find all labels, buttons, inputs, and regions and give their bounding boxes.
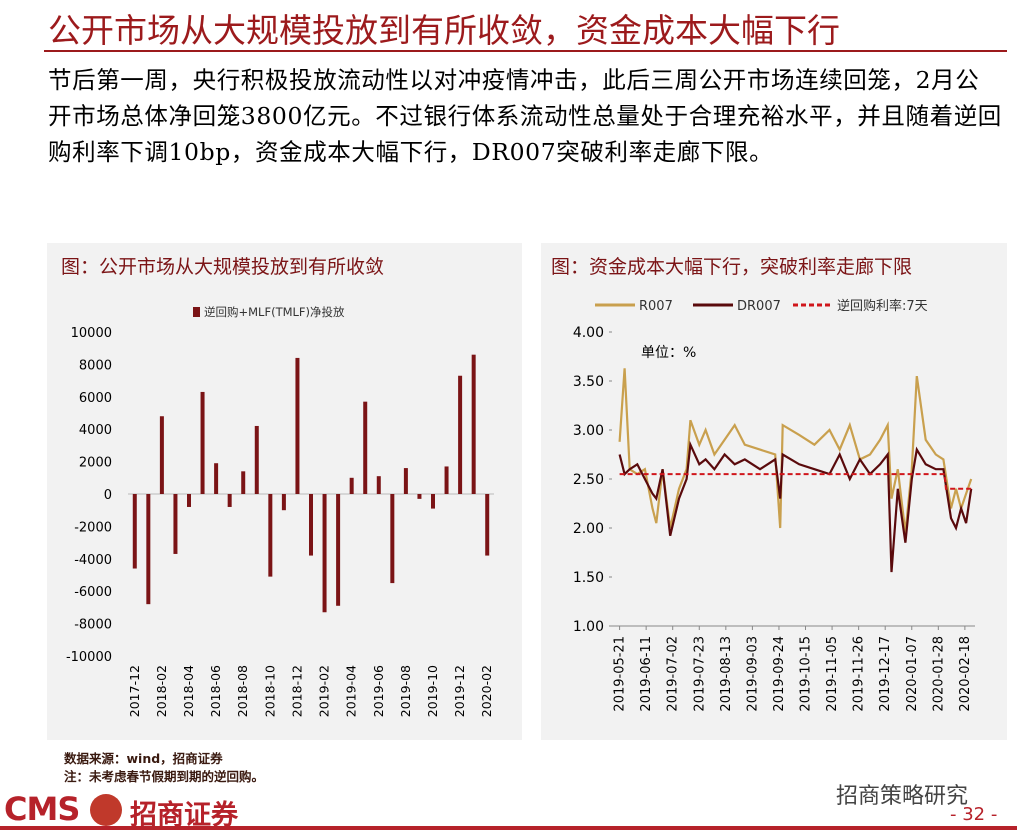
chart-title: 图：资金成本大幅下行，突破利率走廊下限 [551,256,912,278]
x-tick-label: 2019-12 [452,665,467,717]
bar [159,416,164,494]
x-tick-label: 2019-11-05 [825,636,840,712]
x-tick-label: 2017-12 [127,665,142,717]
y-tick-label: 4.00 [573,325,604,341]
bar [241,471,246,494]
bar [322,494,327,613]
x-tick-label: 2019-10-15 [799,636,814,712]
y-tick-label: 4000 [79,423,112,438]
chart-title: 图：公开市场从大规模投放到有所收敛 [61,256,384,278]
bar [227,494,232,507]
bar [349,477,354,494]
legend-label: R007 [639,299,673,314]
legend-label: DR007 [737,299,781,314]
bar [403,468,408,494]
x-tick-label: 2019-05-21 [613,636,628,712]
bar [295,357,300,494]
y-tick-label: 2000 [79,456,112,471]
wechat: 招商策略研究 [836,784,969,809]
page-number: - 32 - [950,804,998,825]
x-tick-label: 2020-02 [479,665,494,717]
y-tick-label: 8000 [79,358,112,373]
x-tick-label: 2019-02 [317,665,332,717]
y-tick-label: 10000 [71,326,112,341]
x-tick-label: 2018-08 [235,665,250,717]
bar [200,391,205,494]
y-tick-label: 1.50 [573,570,604,586]
bar [390,494,395,584]
series-line [618,440,973,573]
title-rule [44,50,1007,52]
bar [363,401,368,494]
x-tick-label: 2019-07-02 [666,636,681,712]
bar [485,494,490,556]
source: 数据来源：wind，招商证券 [64,751,223,766]
legend-swatch [193,307,200,317]
legend-label: 逆回购利率:7天 [837,298,928,314]
x-tick-label: 2018-04 [181,665,196,717]
note: 注：未考虑春节假期到期的逆回购。 [64,769,265,784]
x-tick-label: 2019-06 [371,665,386,717]
x-tick-label: 2019-08 [398,665,413,717]
x-tick-label: 2019-07-23 [692,636,707,712]
bar [254,425,259,494]
x-tick-label: 2018-02 [154,665,169,717]
bar [471,354,476,494]
x-tick-label: 2019-10 [425,665,440,717]
x-tick-label: 2019-06-11 [639,636,654,712]
y-tick-label: -10000 [66,650,112,665]
bar [146,494,151,605]
x-tick-label: 2020-02-18 [958,636,973,712]
bar [281,494,286,511]
company: 招商证券 [130,800,238,831]
bar [444,466,449,494]
y-tick-label: 2.00 [573,521,604,537]
y-tick-label: 1.00 [573,619,604,635]
y-tick-label: -2000 [74,520,112,535]
chart: 图：公开市场从大规模投放到有所收敛 -10000 -8000 -6000 -4000 -2… [47,243,522,740]
x-tick-label: 2019-12-17 [878,636,893,712]
annotation: 单位：% [641,345,696,361]
bar [173,494,178,554]
y-tick-label: 6000 [79,391,112,406]
y-tick-label: -4000 [74,553,112,568]
series-line [619,473,973,490]
bar [214,463,219,494]
bottom-rule [0,826,1017,830]
bar [187,494,191,507]
x-tick-label: 2019-04 [344,665,359,717]
x-tick-label: 2019-09-03 [745,636,760,712]
y-tick-label: 3.50 [573,374,604,390]
bar [431,494,435,509]
y-tick-label: 0 [104,488,112,503]
bar [309,494,313,556]
body-text: 节后第一周，央行积极投放流动性以对冲疫情冲击，此后三周公开市场连续回笼，2月公开… [48,66,1002,166]
bar [132,494,137,569]
y-tick-label: 3.00 [573,423,604,439]
bar [417,494,422,499]
logo-icon [90,794,122,826]
x-tick-label: 2018-12 [289,665,304,717]
bar [268,494,273,577]
x-tick-label: 2019-11-26 [852,636,867,712]
x-tick-label: 2019-09-24 [772,636,787,712]
bar [336,494,341,606]
x-tick-label: 2018-10 [262,665,277,717]
x-tick-label: 2020-01-07 [905,636,920,712]
y-tick-label: -8000 [74,618,112,633]
logo: CMS [4,790,80,828]
x-tick-label: 2019-08-13 [719,636,734,712]
slide-title: 公开市场从大规模投放到有所收敛，资金成本大幅下行 [48,11,840,50]
y-tick-label: 2.50 [573,472,604,488]
legend-label: 逆回购+MLF(TMLF)净投放 [204,305,345,319]
bar [458,375,463,494]
x-tick-label: 2020-01-28 [931,636,946,712]
y-tick-label: -6000 [74,585,112,600]
bar [376,476,381,494]
x-tick-label: 2018-06 [208,665,223,717]
